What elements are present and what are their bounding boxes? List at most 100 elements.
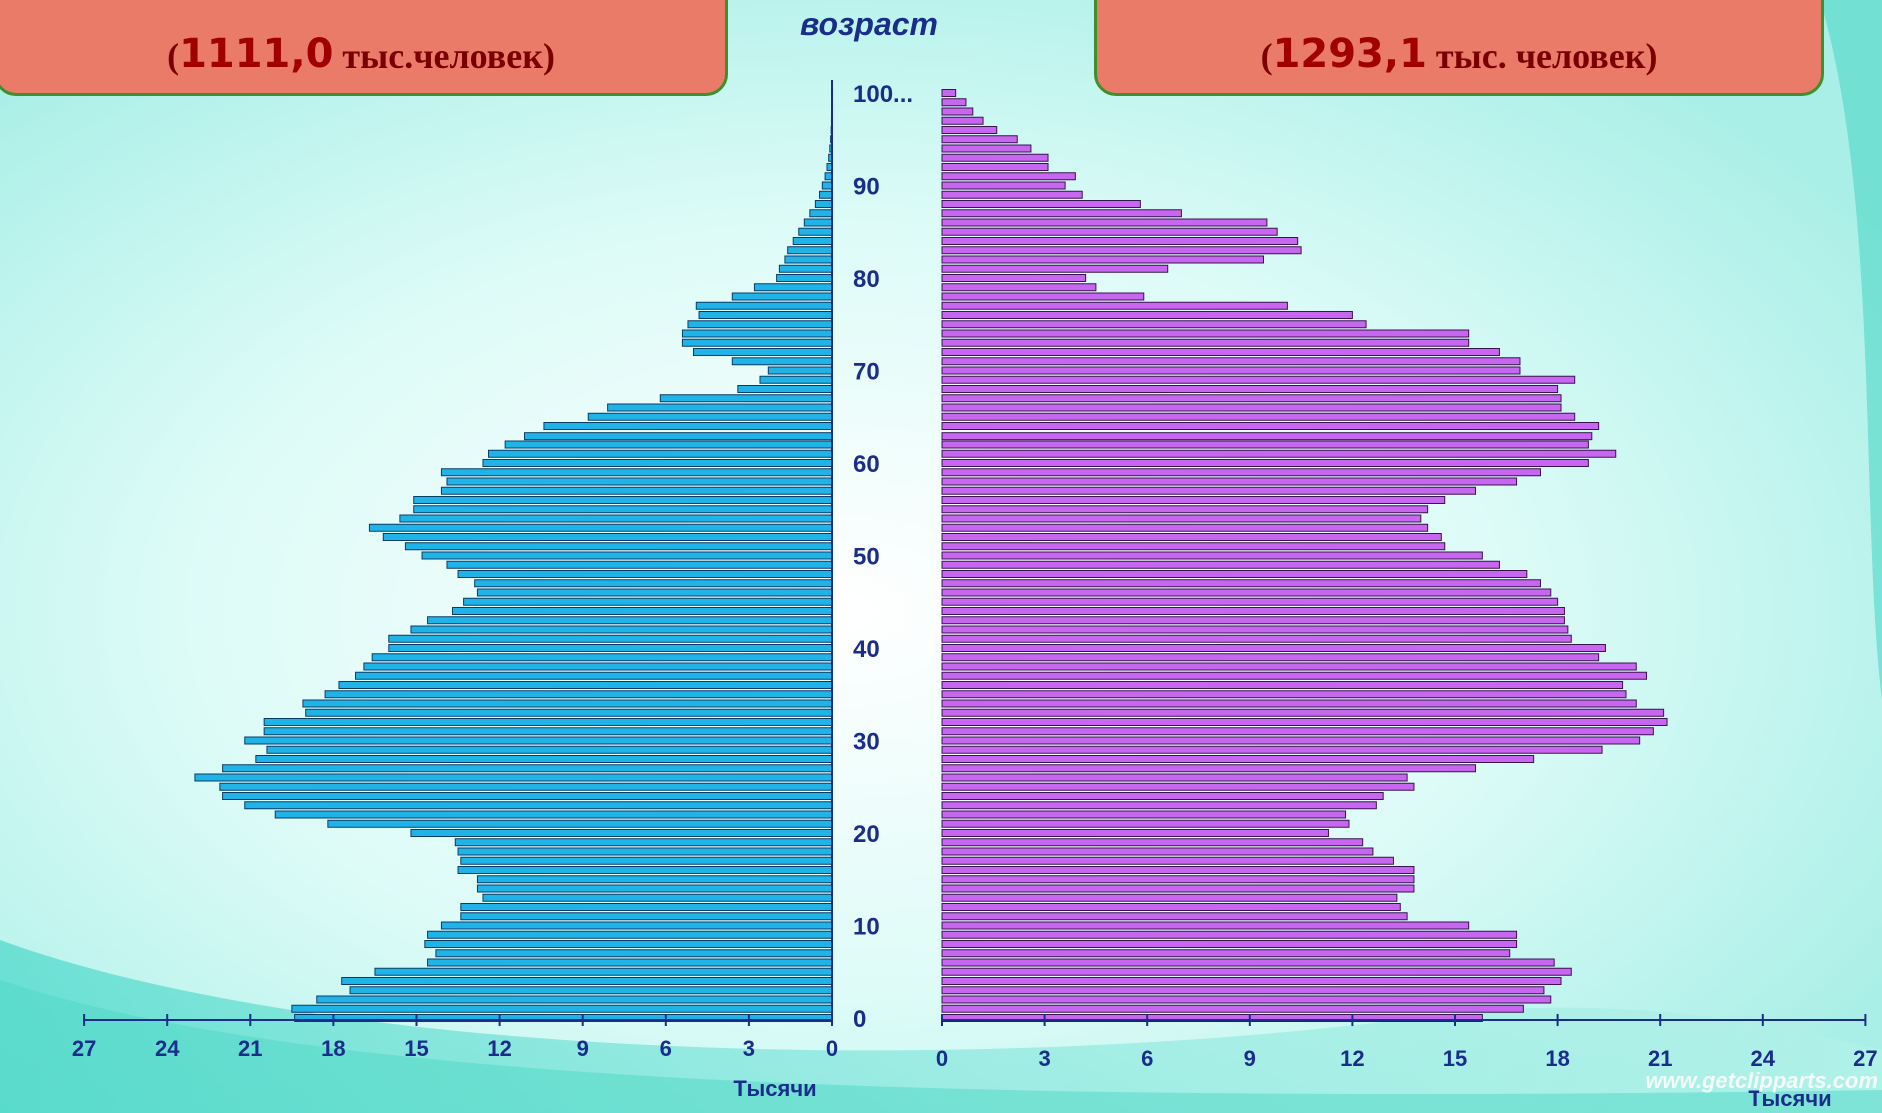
right-bar — [941, 921, 1470, 930]
right-x-tick-label: 21 — [1648, 1046, 1672, 1071]
left-bar — [427, 930, 833, 939]
left-bar — [482, 459, 833, 467]
right-bar — [941, 995, 1552, 1004]
right-bar — [941, 135, 1018, 144]
left-bar — [737, 385, 833, 393]
left-bar — [324, 690, 833, 699]
left-bar — [698, 311, 833, 319]
left-bar — [316, 995, 833, 1004]
right-x-tick-label: 12 — [1340, 1046, 1364, 1071]
right-bar — [941, 116, 984, 125]
left-total-unit: тыс.человек — [342, 36, 543, 76]
right-bar — [941, 246, 1302, 255]
right-bar — [941, 708, 1665, 717]
right-bar — [941, 940, 1518, 948]
left-bar — [809, 209, 833, 218]
left-bar — [778, 264, 833, 273]
right-bar — [941, 440, 1589, 449]
right-bar — [941, 292, 1145, 301]
right-bar — [941, 432, 1593, 441]
right-bar — [941, 792, 1384, 800]
left-bar — [821, 181, 833, 190]
left-bar — [421, 551, 833, 560]
left-bar — [302, 699, 833, 708]
right-bar — [941, 496, 1446, 504]
right-total-box: (1293,1 тыс. человек) — [1094, 0, 1824, 96]
left-total-box: (1111,0 тыс.человек) — [0, 0, 728, 96]
age-tick-label: 70 — [853, 359, 880, 386]
left-bar — [814, 200, 833, 208]
left-bar — [291, 1004, 833, 1013]
right-bar — [941, 949, 1511, 958]
right-bar — [941, 551, 1483, 560]
right-bar — [941, 394, 1562, 403]
age-tick-label: 50 — [853, 544, 880, 571]
right-bar — [941, 153, 1049, 162]
left-bar — [440, 486, 833, 495]
right-bar — [941, 200, 1141, 208]
right-bar — [941, 662, 1637, 671]
left-bar — [681, 329, 833, 338]
left-bar — [255, 755, 833, 763]
left-bar — [476, 875, 833, 884]
right-bar — [941, 274, 1087, 282]
left-x-tick-label: 6 — [660, 1036, 672, 1061]
left-bar — [413, 496, 833, 504]
left-bar — [363, 662, 833, 671]
age-axis-label: возраст — [800, 6, 938, 42]
left-bar — [803, 218, 833, 227]
right-x-tick-label: 6 — [1141, 1046, 1153, 1071]
right-bar — [941, 523, 1429, 532]
right-bar — [941, 403, 1562, 412]
age-tick-label: 40 — [853, 636, 880, 663]
right-bar — [941, 893, 1398, 902]
right-bar — [941, 773, 1408, 782]
left-bar — [681, 338, 833, 347]
right-bar — [941, 718, 1668, 726]
right-total-unit: тыс. человек — [1435, 36, 1646, 76]
left-bar — [338, 681, 833, 689]
right-bar — [941, 838, 1364, 847]
right-bar — [941, 301, 1288, 310]
left-bar — [413, 505, 833, 514]
age-tick-label: 0 — [853, 1006, 866, 1033]
left-bar — [759, 375, 833, 384]
right-bar — [941, 514, 1422, 523]
right-bar — [941, 468, 1541, 477]
left-bar — [341, 977, 833, 985]
left-bar — [349, 986, 833, 995]
left-bar — [440, 921, 833, 930]
right-bar — [941, 607, 1565, 615]
right-bar — [941, 126, 998, 134]
right-bar — [941, 782, 1415, 791]
right-bar — [941, 98, 967, 107]
right-bar — [941, 671, 1648, 680]
left-bar — [460, 912, 833, 921]
right-bar — [941, 348, 1500, 356]
right-bar — [941, 449, 1617, 458]
left-bar — [446, 477, 833, 486]
right-bar — [941, 320, 1367, 329]
left-bar — [374, 967, 833, 976]
left-bar — [355, 671, 833, 680]
right-bar — [941, 801, 1377, 810]
left-x-tick-label: 24 — [155, 1036, 180, 1061]
left-bar — [371, 653, 833, 662]
right-x-tick-label: 0 — [936, 1046, 948, 1071]
right-bar — [941, 338, 1470, 347]
left-bar — [476, 884, 833, 893]
right-bar — [941, 755, 1535, 763]
left-bar — [607, 403, 833, 412]
left-bar — [404, 542, 833, 551]
left-bar — [457, 866, 833, 874]
left-bar — [488, 449, 833, 458]
right-bar — [941, 560, 1500, 569]
left-bar — [194, 773, 833, 782]
right-bar — [941, 681, 1624, 689]
right-bar — [941, 958, 1555, 967]
left-bar — [776, 274, 833, 282]
right-bar — [941, 385, 1559, 393]
left-bar — [388, 634, 833, 643]
right-bar — [941, 1004, 1524, 1013]
right-x-tick-label: 24 — [1751, 1046, 1776, 1071]
